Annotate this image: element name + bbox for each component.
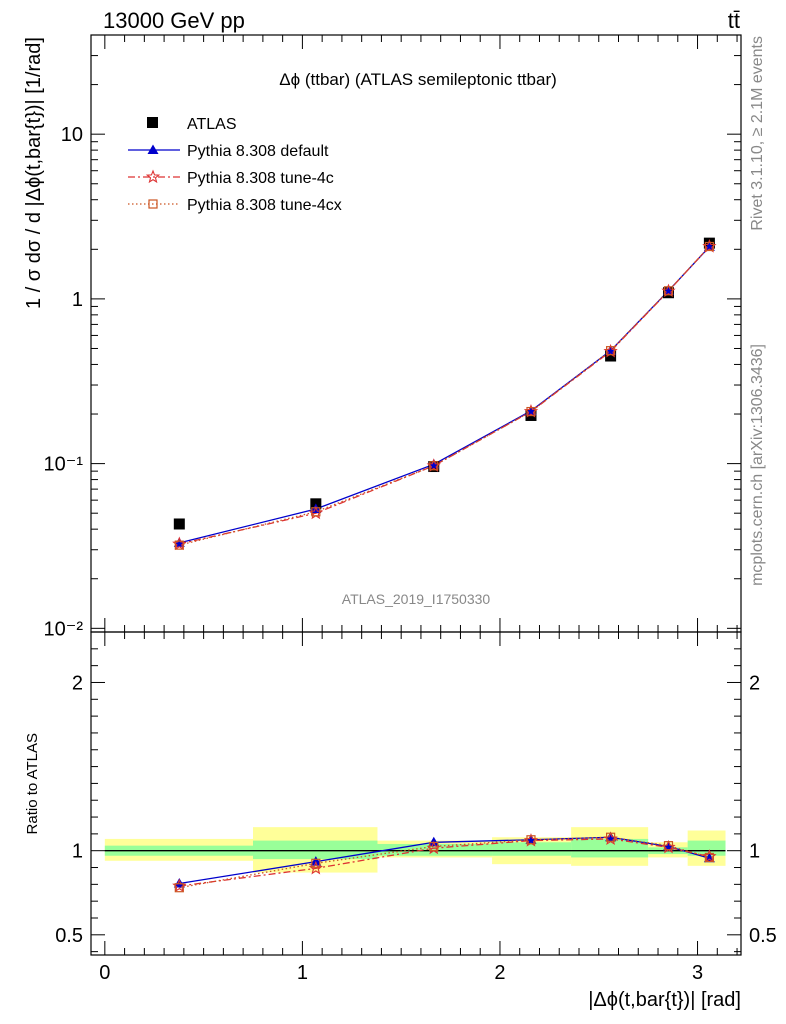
x-axis-label: |Δϕ(t,bar{t})| [rad] xyxy=(588,989,741,1011)
main-y-tick-label: 10⁻¹ xyxy=(44,454,84,476)
ratio-y-tick-label-right: 1 xyxy=(749,841,760,863)
ratio-inner-band xyxy=(377,843,493,856)
header-energy: 13000 GeV pp xyxy=(103,8,245,33)
main-y-tick-label: 10⁻² xyxy=(44,618,84,640)
ratio-inner-band xyxy=(253,840,378,860)
legend-label-atlas: ATLAS xyxy=(187,116,237,133)
main-line-pythia-8-308-tune-4c xyxy=(179,246,710,545)
main-y-tick-label: 10 xyxy=(61,124,83,146)
ratio-point-pythia-8-308-tune-4cx xyxy=(606,832,616,842)
ratio-y-axis-label: Ratio to ATLAS xyxy=(24,733,41,834)
x-tick-label: 3 xyxy=(692,962,703,984)
ratio-point-pythia-8-308-default xyxy=(173,878,185,888)
main-series xyxy=(172,237,717,551)
legend-label-tune-4cx: Pythia 8.308 tune-4cx xyxy=(187,197,342,214)
ratio-y-tick-label: 0.5 xyxy=(55,925,83,947)
analysis-watermark: ATLAS_2019_I1750330 xyxy=(342,591,491,607)
main-point-pythia-8-308-tune-4cx xyxy=(429,461,439,471)
main-panel: 10⁻² 10⁻¹ 1 10 Δϕ (ttbar) (ATLAS semilepton… xyxy=(23,34,742,640)
legend: ATLAS Pythia 8.308 default Pythia 8.308 … xyxy=(128,116,342,214)
ratio-y-tick-label-right: 0.5 xyxy=(749,925,777,947)
ratio-uncertainty-bands xyxy=(104,827,726,873)
x-tick-label: 2 xyxy=(494,962,505,984)
main-point-pythia-8-308-tune-4cx xyxy=(704,241,714,252)
main-point-pythia-8-308-tune-4cx xyxy=(311,507,321,517)
legend-label-default: Pythia 8.308 default xyxy=(187,143,329,160)
main-point-pythia-8-308-tune-4cx xyxy=(526,406,536,417)
x-tick-label: 0 xyxy=(99,962,110,984)
ratio-y-tick-label: 2 xyxy=(72,672,83,694)
header-process: tt̄ xyxy=(728,8,740,33)
plot-title: Δϕ (ttbar) (ATLAS semileptonic ttbar) xyxy=(279,70,557,89)
main-y-axis-label: 1 / σ dσ / d |Δϕ(t,bar{t})| [1/rad] xyxy=(23,37,45,309)
ratio-point-pythia-8-308-tune-4cx xyxy=(704,852,714,863)
ratio-inner-band xyxy=(492,842,572,856)
legend-star-shape xyxy=(145,169,161,184)
main-point-atlas xyxy=(605,350,617,362)
ratio-point-pythia-8-308-tune-4cx xyxy=(663,841,674,851)
ratio-panel: 0 1 2 3 0.5 0.5 1 1 2 2 Ratio to ATLAS |Δϕ(t,bar{… xyxy=(24,631,777,1011)
ratio-inner-band xyxy=(571,838,649,858)
legend-marker-tune-4cx xyxy=(148,199,158,209)
ratio-point-pythia-8-308-tune-4cx xyxy=(174,883,184,893)
legend-label-tune-4c: Pythia 8.308 tune-4c xyxy=(187,170,334,187)
mcplots-label: mcplots.cern.ch [arXiv:1306.3436] xyxy=(749,344,766,586)
main-point-pythia-8-308-tune-4cx xyxy=(606,346,616,356)
ratio-y-tick-label: 1 xyxy=(72,841,83,863)
main-line-pythia-8-308-default xyxy=(179,246,710,544)
ratio-point-pythia-8-308-tune-4cx xyxy=(311,858,321,868)
ratio-axis-ticks: 0 1 2 3 0.5 0.5 1 1 2 2 xyxy=(55,631,777,984)
ratio-point-pythia-8-308-tune-4cx xyxy=(526,835,536,845)
legend-marker-default xyxy=(147,144,159,154)
legend-marker-tune-4c xyxy=(145,169,161,184)
main-line-pythia-8-308-tune-4cx xyxy=(179,246,710,546)
ratio-panel-frame xyxy=(90,631,742,956)
legend-entry-tune-4c: Pythia 8.308 tune-4c xyxy=(128,169,334,187)
main-y-tick-label: 1 xyxy=(72,289,83,311)
legend-entry-default: Pythia 8.308 default xyxy=(128,143,329,160)
legend-entry-tune-4cx: Pythia 8.308 tune-4cx xyxy=(128,197,342,214)
ratio-inner-band xyxy=(687,840,726,856)
ratio-line-pythia-8-308-tune-4c xyxy=(179,838,710,887)
rivet-version-label: Rivet 3.1.10, ≥ 2.1M events xyxy=(749,36,766,231)
x-tick-label: 1 xyxy=(297,962,308,984)
ratio-point-pythia-8-308-tune-4cx xyxy=(429,841,439,852)
legend-marker-atlas xyxy=(147,117,158,128)
legend-entry-atlas: ATLAS xyxy=(147,116,237,133)
main-axis-ticks: 10⁻² 10⁻¹ 1 10 xyxy=(44,34,741,640)
main-point-pythia-8-308-tune-4cx xyxy=(663,286,674,296)
ratio-series xyxy=(172,831,717,893)
main-point-pythia-8-308-tune-4cx xyxy=(174,540,184,550)
ratio-y-tick-label-right: 2 xyxy=(749,672,760,694)
main-point-atlas xyxy=(173,518,185,530)
